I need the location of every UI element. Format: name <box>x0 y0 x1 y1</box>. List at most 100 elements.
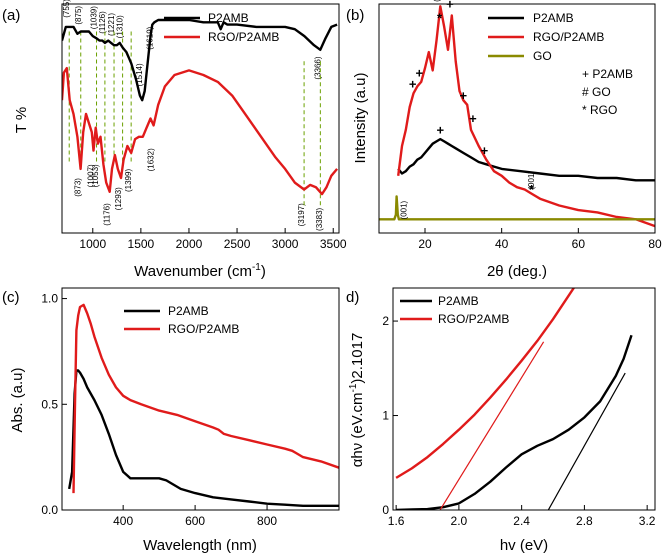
x-tick-label: 1.6 <box>388 514 405 528</box>
x-tick-label: 400 <box>113 514 133 528</box>
panel-c-y-ticks: 0.0 0.5 1.0 <box>41 292 67 517</box>
x-tick-label: 2.8 <box>576 514 593 528</box>
x-tick-label: 600 <box>185 514 205 528</box>
panel-b-y-axis-label: Intensity (a.u) <box>352 73 369 164</box>
key-p2amb: + P2AMB <box>582 67 633 81</box>
rgo-peak-marker: * <box>437 10 443 25</box>
panel-d-x-ticks: 1.6 2.0 2.4 2.8 3.2 <box>388 505 656 528</box>
tangent-fit-line-0 <box>439 341 545 510</box>
miller-index-label: (001) <box>400 200 409 219</box>
panel-b-x-axis-label: 2θ (deg.) <box>487 263 547 280</box>
panel-c-x-ticks: 400 600 800 <box>113 505 277 528</box>
peak-label: (3366) <box>313 56 322 79</box>
series-line-rgo-p2amb <box>395 288 576 479</box>
peak-label: (1514) <box>135 63 144 86</box>
x-tick-label: 1000 <box>79 237 106 251</box>
legend-label-rgo-p2amb: RGO/P2AMB <box>438 312 509 326</box>
peak-label: (1221) <box>107 13 116 36</box>
panel-d-plot-frame <box>392 287 656 511</box>
tangent-fit-line-1 <box>547 372 626 510</box>
panel-c-legend: P2AMB RGO/P2AMB <box>124 304 239 336</box>
peak-label: (1053) <box>91 164 100 187</box>
series-line-p2amb <box>68 369 339 507</box>
x-tick-label: 60 <box>572 237 586 251</box>
p2amb-peak-marker: + <box>415 65 423 80</box>
panel-a-x-ticks: 1000 1500 2000 2500 3000 3500 <box>79 228 347 251</box>
peak-label: (1039) <box>90 6 99 29</box>
panel-d: d) 1.6 2.0 2.4 2.8 3.2 0 1 2 hv (eV) αhν (eV.c… <box>346 287 656 554</box>
series-line-p2amb <box>396 334 633 510</box>
peak-label: (3197) <box>297 203 306 226</box>
x-tick-label: 1500 <box>128 237 155 251</box>
p2amb-peak-marker: + <box>469 111 477 126</box>
key-go: # GO <box>582 85 611 99</box>
legend-label-p2amb: P2AMB <box>208 11 249 25</box>
x-tick-label: 80 <box>648 237 662 251</box>
panel-a-plot-frame <box>61 3 340 234</box>
panel-c-label: (c) <box>2 289 20 306</box>
panel-a-label: (a) <box>2 7 20 24</box>
miller-index-label: (001) <box>527 171 536 190</box>
panel-a-legend: P2AMB RGO/P2AMB <box>164 11 279 44</box>
peak-label: (1007) <box>86 164 95 187</box>
peak-label: (875) <box>74 6 83 25</box>
p2amb-peak-marker: + <box>409 77 417 92</box>
panel-a: (a) (755) (875) (1039) (1126) (1221) (1310) (1… <box>2 0 347 280</box>
peak-label: (1293) <box>114 187 123 210</box>
panel-d-series <box>395 288 633 510</box>
y-tick-label: 0.0 <box>41 503 58 517</box>
peak-label: (755) <box>62 0 71 18</box>
y-tick-label: 0 <box>382 503 389 517</box>
x-tick-label: 20 <box>418 237 432 251</box>
y-tick-label: 0.5 <box>41 397 58 411</box>
panel-d-x-axis-label: hv (eV) <box>500 537 548 554</box>
panel-b-series <box>379 5 655 228</box>
series-line-rgo-p2amb <box>62 66 339 196</box>
panel-d-y-ticks: 0 1 2 <box>382 314 398 517</box>
panel-b-label: (b) <box>346 7 364 24</box>
x-tick-label: 3500 <box>320 237 347 251</box>
panel-c-plot-frame <box>61 287 340 511</box>
x-tick-label: 2.4 <box>513 514 530 528</box>
panel-a-peak-labels: (755) (875) (1039) (1126) (1221) (1310) (1514)… <box>62 0 324 231</box>
legend-label-go: GO <box>533 49 552 63</box>
series-line-p2amb <box>62 18 338 102</box>
peak-label: (1126) <box>98 11 107 34</box>
peak-label: (3383) <box>315 207 324 230</box>
p2amb-peak-marker: + <box>460 88 468 103</box>
p2amb-peak-marker: + <box>446 0 454 12</box>
panel-d-legend: P2AMB RGO/P2AMB <box>400 294 509 326</box>
panel-c: (c) 400 600 800 0.00.51.0 Wavelength (nm) … <box>2 287 340 554</box>
x-tick-label: 3.2 <box>639 514 656 528</box>
panel-a-series <box>62 18 339 196</box>
peak-label: (1399) <box>124 169 133 192</box>
panel-a-y-axis-label: T % <box>13 107 30 133</box>
legend-label-p2amb: P2AMB <box>168 304 209 318</box>
series-line-rgo-p2amb <box>397 5 655 228</box>
panel-c-y-axis-label: Abs. (a.u) <box>9 367 26 432</box>
key-rgo: * RGO <box>582 103 617 117</box>
series-line-go <box>379 195 655 221</box>
peak-label: (1310) <box>116 15 125 38</box>
series-line-rgo-p2amb <box>72 303 339 494</box>
legend-label-p2amb: P2AMB <box>533 11 574 25</box>
x-tick-label: 2500 <box>224 237 251 251</box>
y-tick-label: 1.0 <box>41 292 58 306</box>
panel-a-x-axis-label: Wavenumber (cm-1) <box>134 262 266 280</box>
legend-label-rgo-p2amb: RGO/P2AMB <box>168 322 239 336</box>
y-tick-label: 1 <box>382 409 389 423</box>
peak-label: (873) <box>74 178 83 197</box>
x-tick-label: 800 <box>257 514 277 528</box>
panel-d-y-axis-label: αhν (eV.cm-1)2.1017 <box>348 333 366 468</box>
series-line-p2amb <box>397 137 655 182</box>
panel-b-annotations: (002) (001) (001) <box>400 0 537 219</box>
panel-c-series <box>68 303 339 507</box>
rgo-peak-marker: * <box>529 182 535 197</box>
panel-b-legend: P2AMB RGO/P2AMB GO + P2AMB # GO * RGO <box>488 11 633 117</box>
x-tick-label: 2000 <box>176 237 203 251</box>
legend-label-rgo-p2amb: RGO/P2AMB <box>208 30 279 44</box>
miller-index-label: (002) <box>433 0 442 2</box>
p2amb-peak-marker: + <box>481 143 489 158</box>
